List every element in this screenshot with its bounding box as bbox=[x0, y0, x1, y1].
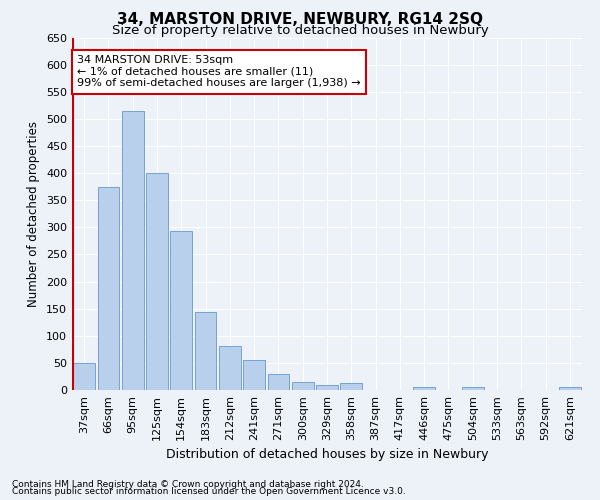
Text: Size of property relative to detached houses in Newbury: Size of property relative to detached ho… bbox=[112, 24, 488, 37]
Bar bbox=[340, 384, 362, 390]
X-axis label: Distribution of detached houses by size in Newbury: Distribution of detached houses by size … bbox=[166, 448, 488, 461]
Y-axis label: Number of detached properties: Number of detached properties bbox=[28, 120, 40, 306]
Text: 34, MARSTON DRIVE, NEWBURY, RG14 2SQ: 34, MARSTON DRIVE, NEWBURY, RG14 2SQ bbox=[117, 12, 483, 28]
Bar bbox=[559, 388, 581, 390]
Bar bbox=[413, 388, 435, 390]
Bar bbox=[97, 186, 119, 390]
Text: 34 MARSTON DRIVE: 53sqm
← 1% of detached houses are smaller (11)
99% of semi-det: 34 MARSTON DRIVE: 53sqm ← 1% of detached… bbox=[77, 55, 361, 88]
Bar bbox=[146, 173, 168, 390]
Bar bbox=[170, 231, 192, 390]
Bar bbox=[243, 360, 265, 390]
Bar bbox=[462, 388, 484, 390]
Bar bbox=[292, 382, 314, 390]
Bar bbox=[194, 312, 217, 390]
Bar bbox=[268, 374, 289, 390]
Text: Contains public sector information licensed under the Open Government Licence v3: Contains public sector information licen… bbox=[12, 487, 406, 496]
Text: Contains HM Land Registry data © Crown copyright and database right 2024.: Contains HM Land Registry data © Crown c… bbox=[12, 480, 364, 489]
Bar bbox=[122, 110, 143, 390]
Bar bbox=[316, 384, 338, 390]
Bar bbox=[73, 363, 95, 390]
Bar bbox=[219, 346, 241, 390]
